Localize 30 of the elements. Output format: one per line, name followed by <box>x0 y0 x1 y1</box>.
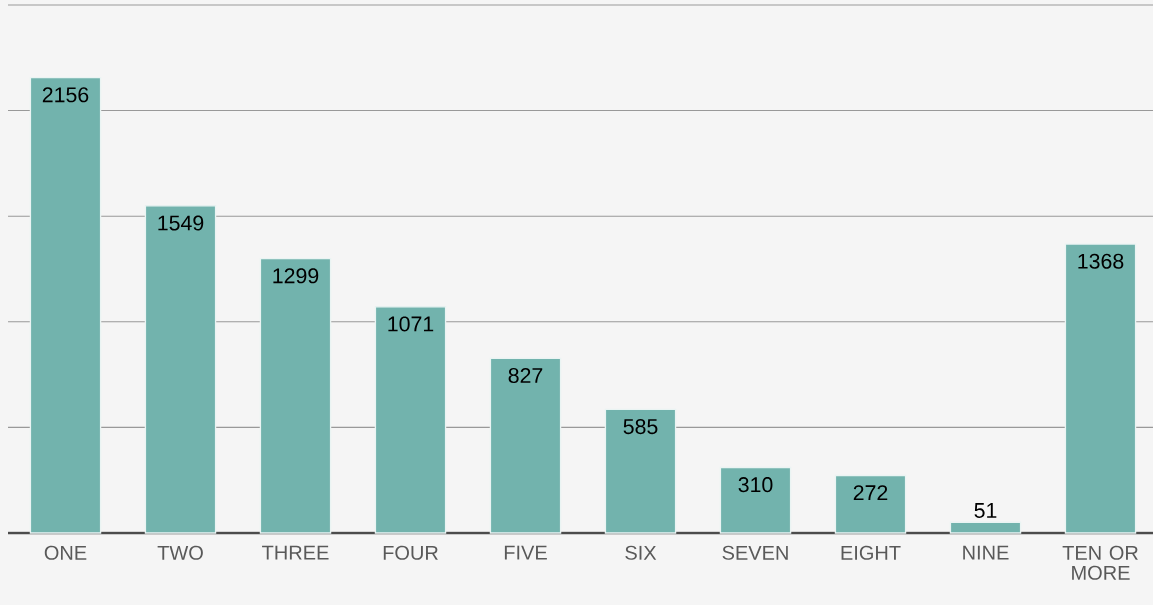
bar <box>604 408 677 534</box>
x-tick-label: SEVEN <box>722 545 788 560</box>
bar <box>949 521 1022 534</box>
x-tick-label: EIGHT <box>841 545 901 560</box>
data-label: 310 <box>738 477 773 493</box>
data-label: 1299 <box>273 268 319 284</box>
bar <box>1064 243 1137 534</box>
data-label: 585 <box>623 419 658 435</box>
data-label: 272 <box>853 485 888 501</box>
x-tick-label: TEN OR MORE <box>1062 545 1138 580</box>
x-tick-label: SIX <box>625 545 657 560</box>
bar <box>374 306 447 534</box>
bar <box>259 257 332 534</box>
bar <box>29 76 102 534</box>
bar <box>834 474 907 534</box>
x-tick-label: FIVE <box>504 545 547 560</box>
x-tick-label: NINE <box>963 545 1009 560</box>
data-label: 1549 <box>158 215 204 231</box>
data-label: 51 <box>974 503 997 518</box>
bar <box>719 466 792 534</box>
x-tick-label: FOUR <box>383 545 438 560</box>
x-tick-label: THREE <box>262 545 329 560</box>
data-label: 1071 <box>388 316 434 332</box>
data-label: 2156 <box>42 87 89 103</box>
x-tick-label: ONE <box>44 545 87 560</box>
data-label: 1368 <box>1078 253 1124 269</box>
data-label: 827 <box>508 367 543 384</box>
x-tick-label: TWO <box>157 545 203 560</box>
bar <box>144 205 217 534</box>
bar <box>489 357 562 534</box>
